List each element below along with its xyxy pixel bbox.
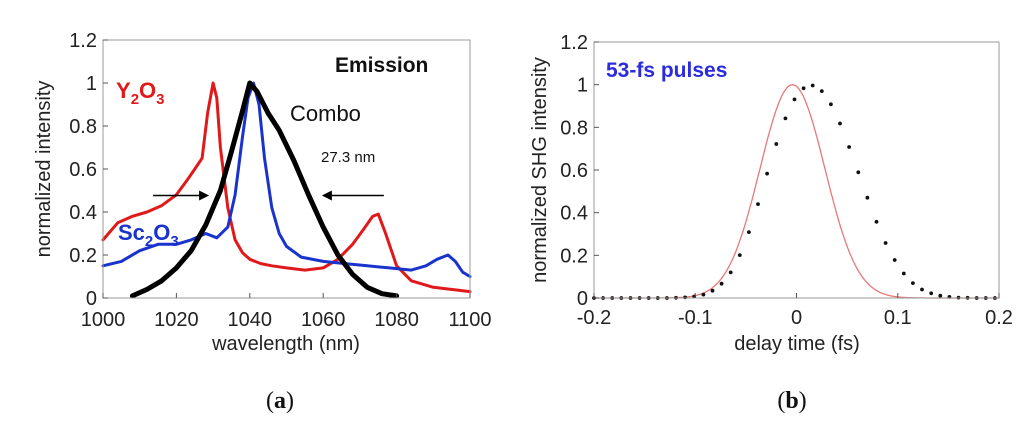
combo-series-label: Combo [290, 101, 361, 126]
shg-data-point [892, 258, 897, 262]
shg-data-point [838, 121, 842, 126]
y-tick-label: 0.4 [69, 202, 97, 224]
shg-data-point [920, 287, 924, 292]
shg-data-point [847, 145, 851, 149]
series-line-combo [129, 80, 400, 299]
panel-b-y-axis-label: normalized SHG intensity [529, 57, 551, 283]
caption-b: (b) [777, 388, 806, 414]
y-tick-label: 1 [86, 73, 97, 95]
sc2o3-label-sub2: 3 [170, 233, 178, 250]
shg-data-point [819, 89, 824, 93]
y-tick-label: 0.8 [69, 116, 97, 138]
panel-a-y-axis-label: normalized intensity [33, 81, 55, 258]
shg-data-point [901, 271, 906, 276]
shg-data-point [883, 241, 888, 245]
shg-data-point [856, 170, 861, 175]
panel-b-chart: -0.2 -0.1 0 0.1 0.2 0 0.2 0.4 0.6 0.8 1 1.2 53-fs p… [529, 32, 1013, 355]
fwhm-arrows [153, 190, 384, 201]
x-tick-label: -0.1 [678, 307, 712, 329]
x-tick-label: 0 [791, 307, 802, 329]
shg-data-point [774, 142, 779, 146]
shg-data-point [801, 86, 806, 91]
fwhm-left-arrow-head [199, 190, 210, 201]
shg-data-point [829, 102, 833, 107]
caption-a-letter: a [274, 388, 286, 414]
shg-data-point [792, 97, 797, 102]
y-tick-label: 0.8 [560, 117, 588, 139]
shg-data-point [929, 291, 934, 296]
y-tick-label: 0 [86, 288, 97, 310]
shg-data-point [710, 288, 715, 293]
x-tick-label: 0.2 [985, 307, 1013, 329]
caption-b-letter: b [785, 388, 798, 414]
shg-data-point [701, 292, 706, 297]
shg-data-point [911, 281, 915, 285]
panel-a-x-axis-label: wavelength (nm) [211, 333, 360, 355]
fwhm-annotation: 27.3 nm [321, 149, 375, 166]
y-tick-label: 0.6 [560, 160, 588, 182]
shg-data-point [874, 219, 879, 224]
x-tick-label: 0.1 [884, 307, 912, 329]
shg-data-point [865, 195, 870, 200]
sc2o3-label-mid: O [153, 220, 170, 245]
shg-data-point [756, 202, 760, 207]
shg-data-point [719, 281, 724, 286]
shg-data-point [783, 116, 788, 121]
sc2o3-series-label: Sc2O3 [118, 220, 179, 250]
x-tick-label: 1100 [448, 309, 491, 331]
shg-data-point [938, 293, 943, 298]
panel-b-x-axis-label: delay time (fs) [734, 333, 860, 355]
y-tick-label: 1.2 [560, 32, 588, 54]
y2o3-series-label: Y2O3 [116, 78, 165, 108]
x-tick-label: 1040 [228, 309, 273, 331]
panel-a-title: Emission [335, 54, 428, 77]
x-tick-label: 1060 [301, 309, 346, 331]
shg-data-point [765, 171, 769, 176]
sc2o3-label-base: Sc [118, 220, 145, 245]
shg-data-point [728, 270, 733, 275]
y-tick-label: 0.2 [69, 245, 97, 267]
fwhm-right-arrow-head [321, 190, 332, 201]
gaussian-fit-line [594, 84, 999, 299]
shg-data-point [737, 253, 742, 257]
y-tick-label: 1.2 [69, 30, 97, 52]
y2o3-label-base: Y [116, 78, 131, 103]
caption-a: (a) [266, 388, 294, 414]
y-tick-label: 0 [577, 288, 588, 310]
y-tick-label: 1 [577, 75, 588, 97]
y-tick-label: 0.6 [69, 159, 97, 181]
x-tick-label: 1020 [154, 309, 199, 331]
series-line-sc2o3 [101, 81, 472, 278]
shg-data-point [810, 83, 815, 88]
sc2o3-label-sub1: 2 [145, 233, 153, 250]
shg-data-point [747, 230, 751, 235]
y2o3-label-sub1: 2 [131, 91, 139, 108]
y-tick-label: 0.2 [560, 245, 588, 267]
y2o3-label-mid: O [139, 78, 156, 103]
shg-data-point [683, 295, 687, 300]
series-line-y2o3 [101, 81, 472, 294]
panel-a-plot-frame [102, 39, 471, 299]
x-tick-label: 1000 [81, 309, 126, 331]
y-tick-label: 0.4 [560, 203, 588, 225]
panel-b-title: 53-fs pulses [606, 59, 727, 82]
x-tick-label: -0.2 [577, 307, 611, 329]
y2o3-label-sub2: 3 [156, 91, 164, 108]
x-tick-label: 1080 [374, 309, 419, 331]
panel-a-chart: 1000 1020 1040 1060 1080 1100 0 0.2 0.4 0.6 0.8 1 1.… [33, 30, 492, 355]
